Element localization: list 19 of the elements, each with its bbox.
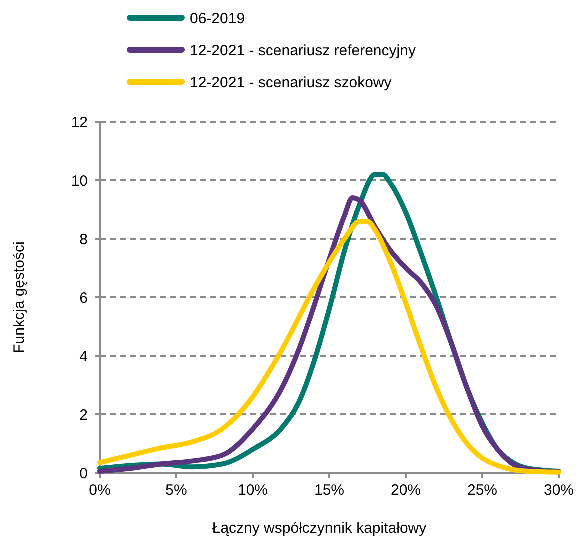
y-tick-label: 10 [71,172,88,190]
y-tick-label: 6 [80,290,88,307]
y-tick-label: 2 [80,406,88,424]
y-tick-label: 0 [80,465,88,482]
x-tick-label: 10% [238,482,268,499]
legend-label: 12-2021 - scenariusz referencyjny [190,42,416,60]
x-axis-title: Łączny współczynnik kapitałowy [212,520,428,537]
x-tick-label: 30% [544,482,574,499]
x-tick-label: 5% [166,482,188,499]
legend-label: 12-2021 - scenariusz szokowy [190,74,392,92]
y-tick-label: 4 [80,348,88,366]
x-tick-label: 15% [314,482,345,499]
x-tick-label: 0% [89,482,111,499]
x-tick-label: 20% [390,482,422,499]
x-tick-label: 25% [467,482,498,499]
legend-label: 06-2019 [190,10,246,28]
y-tick-label: 12 [71,114,88,132]
y-axis-title: Funkcja gęstości [11,242,28,354]
y-tick-label: 8 [80,231,88,248]
